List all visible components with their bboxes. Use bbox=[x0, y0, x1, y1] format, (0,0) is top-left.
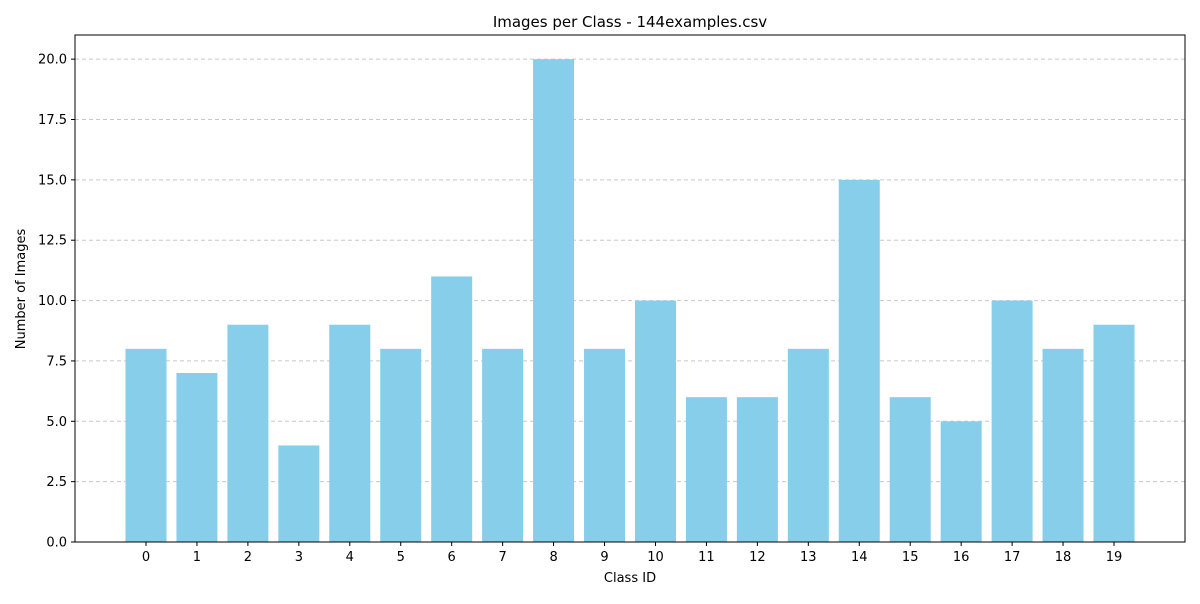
chart-title: Images per Class - 144examples.csv bbox=[493, 13, 767, 31]
x-axis-label: Class ID bbox=[604, 571, 656, 586]
bar-class-2 bbox=[227, 324, 269, 542]
y-tick-label: 17.5 bbox=[38, 113, 67, 128]
x-axis-ticks: 0 1 2 3 4 5 6 7 8 9 10 11 12 13 14 15 16 17 18 19 bbox=[142, 542, 1122, 565]
y-tick-label: 20.0 bbox=[38, 53, 67, 68]
x-tick-label: 7 bbox=[498, 550, 506, 565]
bar-class-5 bbox=[380, 348, 422, 542]
x-tick-label: 11 bbox=[698, 550, 715, 565]
bar-class-15 bbox=[889, 397, 931, 542]
x-tick-label: 12 bbox=[749, 550, 766, 565]
bar-class-14 bbox=[838, 179, 880, 542]
bar-class-1 bbox=[176, 373, 218, 542]
plot-frame bbox=[74, 34, 1186, 543]
y-tick-label: 12.5 bbox=[38, 234, 67, 249]
x-tick-label: 16 bbox=[953, 550, 970, 565]
x-tick-label: 13 bbox=[800, 550, 817, 565]
x-tick-label: 18 bbox=[1055, 550, 1072, 565]
bar-class-4 bbox=[329, 324, 371, 542]
bar-class-9 bbox=[584, 348, 626, 542]
bar-class-7 bbox=[482, 348, 524, 542]
y-tick-label: 5.0 bbox=[46, 415, 67, 430]
y-tick-label: 0.0 bbox=[46, 536, 67, 551]
x-tick-label: 10 bbox=[647, 550, 664, 565]
y-tick-label: 7.5 bbox=[46, 354, 67, 369]
x-tick-label: 3 bbox=[295, 550, 303, 565]
x-tick-label: 14 bbox=[851, 550, 868, 565]
x-tick-label: 17 bbox=[1004, 550, 1021, 565]
bar-class-16 bbox=[940, 421, 982, 542]
bar-class-18 bbox=[1042, 348, 1084, 542]
y-axis-ticks: 0.0 2.5 5.0 7.5 10.0 12.5 15.0 17.5 20.0 bbox=[38, 53, 75, 551]
bar-class-11 bbox=[685, 397, 727, 542]
bar-class-17 bbox=[991, 300, 1033, 542]
bars bbox=[125, 59, 1135, 543]
x-tick-label: 5 bbox=[397, 550, 405, 565]
x-tick-label: 4 bbox=[346, 550, 354, 565]
x-tick-label: 6 bbox=[448, 550, 456, 565]
y-tick-label: 10.0 bbox=[38, 294, 67, 309]
x-tick-label: 19 bbox=[1106, 550, 1123, 565]
bar-class-12 bbox=[736, 397, 778, 542]
bar-class-0 bbox=[125, 348, 167, 542]
bar-class-19 bbox=[1093, 324, 1135, 542]
bar-class-6 bbox=[431, 276, 473, 542]
y-axis-label: Number of Images bbox=[14, 229, 29, 350]
x-tick-label: 0 bbox=[142, 550, 150, 565]
y-tick-label: 15.0 bbox=[38, 173, 67, 188]
bar-class-8 bbox=[533, 59, 575, 543]
x-tick-label: 15 bbox=[902, 550, 919, 565]
y-tick-label: 2.5 bbox=[46, 475, 67, 490]
bar-class-13 bbox=[787, 348, 829, 542]
bar-class-10 bbox=[634, 300, 676, 542]
x-tick-label: 8 bbox=[549, 550, 557, 565]
x-tick-label: 1 bbox=[193, 550, 201, 565]
x-tick-label: 9 bbox=[600, 550, 608, 565]
x-tick-label: 2 bbox=[244, 550, 252, 565]
bar-class-3 bbox=[278, 445, 320, 542]
